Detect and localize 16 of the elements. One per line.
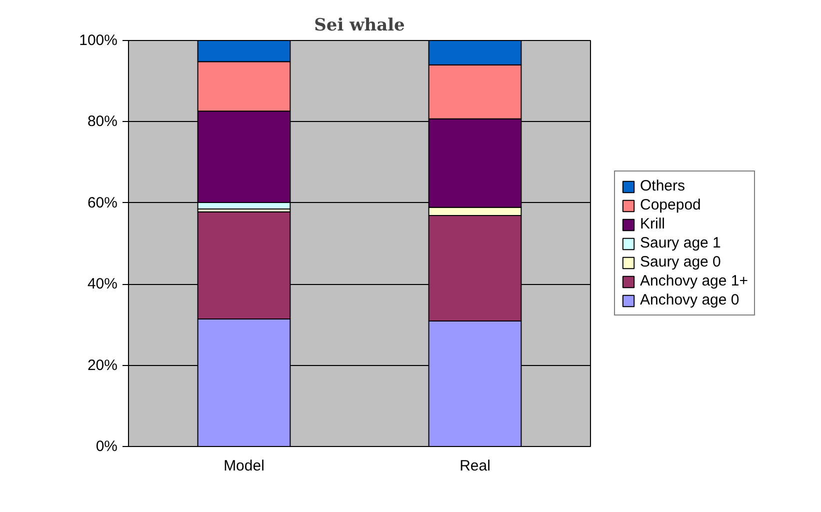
- y-tick-label: 80%: [87, 113, 118, 130]
- y-tick-label: 60%: [87, 194, 118, 212]
- y-tick-label: 40%: [87, 276, 118, 293]
- legend-label: Anchovy age 0: [640, 292, 740, 308]
- x-tick-label: Model: [224, 458, 264, 474]
- x-tick-label: Real: [460, 458, 490, 474]
- y-tick-label: 0%: [96, 438, 118, 455]
- y-tick-label: 20%: [87, 356, 118, 374]
- legend-label: Copepod: [640, 196, 701, 214]
- legend-label: Saury age 0: [640, 254, 721, 270]
- chart-title: Sei whale: [314, 16, 406, 36]
- legend-label: Others: [640, 178, 686, 194]
- y-tick-label: 100%: [79, 32, 118, 49]
- legend-label: Anchovy age 1+: [640, 272, 748, 290]
- legend-label: Saury age 1: [640, 234, 721, 252]
- legend-label: Krill: [640, 216, 665, 232]
